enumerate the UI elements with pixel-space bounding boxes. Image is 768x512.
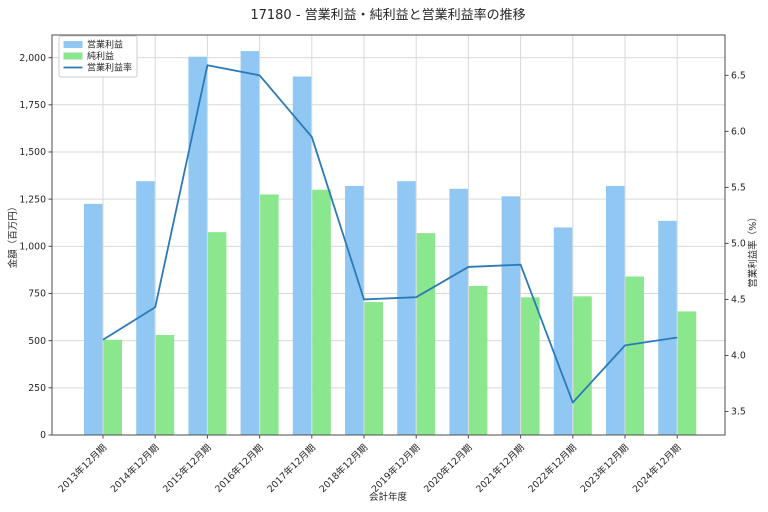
bars-layer xyxy=(84,51,697,436)
left-tick-label: 2,000 xyxy=(19,53,46,64)
right-tick-label: 5.0 xyxy=(731,239,746,250)
x-tick-label: 2016年12月期 xyxy=(212,442,265,495)
bar-operating-profit xyxy=(501,196,521,435)
bar-net-profit xyxy=(207,232,227,435)
x-tick-label: 2017年12月期 xyxy=(265,442,318,495)
left-tick-label: 250 xyxy=(28,383,46,394)
x-tick-label: 2022年12月期 xyxy=(526,442,579,495)
x-tick-label: 2014年12月期 xyxy=(108,442,161,495)
left-tick-label: 1,000 xyxy=(19,242,46,253)
bar-operating-profit xyxy=(658,220,677,435)
bar-net-profit xyxy=(521,297,540,435)
operating-margin-line xyxy=(102,64,678,404)
bar-operating-profit xyxy=(397,181,416,435)
x-tick-label: 2019年12月期 xyxy=(369,442,422,495)
bar-operating-profit xyxy=(606,185,625,435)
x-axis-label: 会計年度 xyxy=(369,491,408,503)
right-tick-label: 3.5 xyxy=(731,407,746,418)
y-axis-label-left: 金額（百万円） xyxy=(7,202,19,269)
bar-operating-profit xyxy=(240,51,260,436)
bar-operating-profit xyxy=(553,227,573,435)
x-tick-label: 2024年12月期 xyxy=(630,442,683,495)
left-tick-label: 0 xyxy=(40,430,46,441)
bar-net-profit xyxy=(677,311,697,435)
x-tick-label: 2015年12月期 xyxy=(160,442,213,495)
bar-net-profit xyxy=(364,301,383,435)
bar-net-profit xyxy=(103,339,122,435)
right-tick-label: 4.5 xyxy=(731,295,746,306)
chart-title: 17180 - 営業利益・純利益と営業利益率の推移 xyxy=(250,7,525,23)
bar-net-profit xyxy=(312,189,331,435)
left-tick-label: 500 xyxy=(28,336,46,347)
left-tick-label: 750 xyxy=(28,289,46,300)
bar-net-profit xyxy=(155,335,175,435)
right-tick-label: 5.5 xyxy=(731,183,746,194)
plot-border xyxy=(51,34,726,436)
bar-net-profit xyxy=(468,285,488,435)
left-tick-label: 1,250 xyxy=(19,194,46,205)
legend-label: 営業利益率 xyxy=(87,62,132,74)
grid-layer xyxy=(52,35,725,435)
right-tick-label: 6.5 xyxy=(731,71,746,82)
legend-swatch-operating-profit xyxy=(63,41,83,48)
x-tick-label: 2013年12月期 xyxy=(56,442,109,495)
bar-operating-profit xyxy=(345,185,364,435)
left-tick-label: 1,750 xyxy=(19,100,46,111)
x-tick-label: 2023年12月期 xyxy=(578,442,631,495)
legend-label: 純利益 xyxy=(87,50,114,62)
legend-swatch-net-profit xyxy=(63,52,83,60)
bar-operating-profit xyxy=(449,188,468,435)
x-tick-label: 2021年12月期 xyxy=(473,442,526,495)
y-axis-label-right: 営業利益率（%） xyxy=(747,212,759,288)
bar-operating-profit xyxy=(136,181,155,435)
bar-operating-profit xyxy=(188,56,207,435)
bar-net-profit xyxy=(260,194,279,435)
bar-net-profit xyxy=(416,233,436,435)
x-tick-label: 2020年12月期 xyxy=(421,442,474,495)
bar-net-profit xyxy=(573,296,592,435)
right-tick-label: 6.0 xyxy=(731,127,746,138)
legend-label: 営業利益 xyxy=(87,39,123,51)
bar-operating-profit xyxy=(84,203,103,435)
right-tick-label: 4.0 xyxy=(731,351,746,362)
left-tick-label: 1,500 xyxy=(19,147,46,158)
line-layer xyxy=(102,64,678,404)
bar-operating-profit xyxy=(292,76,312,436)
bar-net-profit xyxy=(625,276,644,435)
x-tick-label: 2018年12月期 xyxy=(317,442,370,495)
